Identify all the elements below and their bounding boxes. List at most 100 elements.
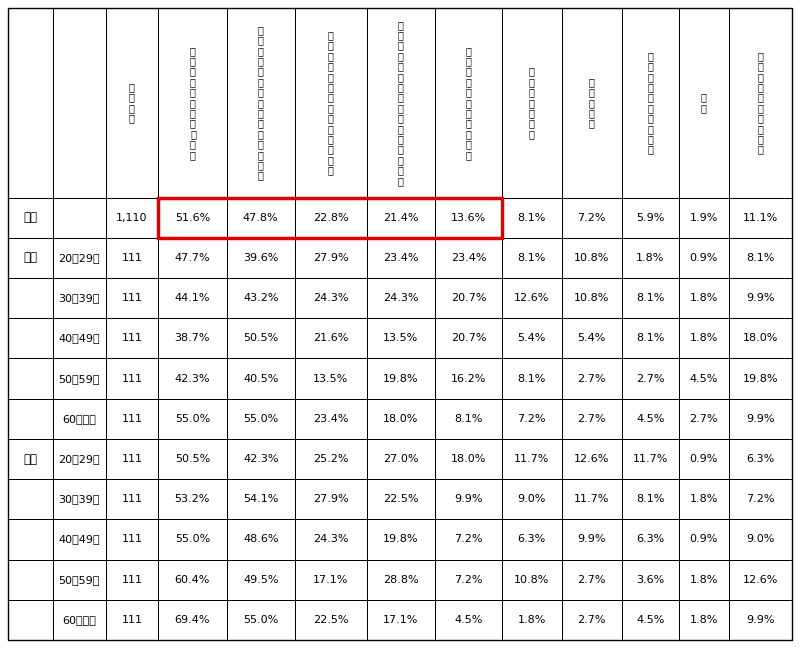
Bar [435, 278, 502, 318]
Text: 18.0%: 18.0% [450, 454, 486, 464]
Text: 24.3%: 24.3% [313, 293, 349, 303]
Bar [502, 358, 562, 399]
Text: 2.7%: 2.7% [636, 374, 665, 384]
Text: 11.7%: 11.7% [514, 454, 550, 464]
Text: 11.1%: 11.1% [742, 213, 778, 223]
Text: 27.0%: 27.0% [383, 454, 418, 464]
Bar [678, 519, 729, 560]
Bar [678, 560, 729, 600]
Text: 39.6%: 39.6% [243, 253, 278, 263]
Bar [502, 238, 562, 278]
Bar [622, 399, 678, 439]
Bar [502, 8, 562, 198]
Bar [435, 399, 502, 439]
Text: 7.2%: 7.2% [578, 213, 606, 223]
Bar [295, 8, 366, 198]
Bar [678, 198, 729, 238]
Text: 40〜49歳: 40〜49歳 [58, 333, 100, 343]
Bar [106, 439, 158, 479]
Text: 22.5%: 22.5% [313, 615, 349, 625]
Text: 60歳以上: 60歳以上 [62, 414, 96, 424]
Bar [562, 358, 622, 399]
Bar [678, 278, 729, 318]
Bar [158, 198, 226, 238]
Text: 17.1%: 17.1% [383, 615, 418, 625]
Text: 49.5%: 49.5% [243, 575, 278, 584]
Bar [729, 238, 792, 278]
Bar [295, 358, 366, 399]
Text: 7.2%: 7.2% [454, 575, 482, 584]
Text: 18.0%: 18.0% [383, 414, 418, 424]
Bar [366, 519, 435, 560]
Bar [622, 278, 678, 318]
Bar [226, 519, 295, 560]
Text: 6.3%: 6.3% [518, 535, 546, 544]
Text: 6.3%: 6.3% [746, 454, 774, 464]
Bar [435, 198, 502, 238]
Text: 1.8%: 1.8% [690, 494, 718, 504]
Text: 13.6%: 13.6% [450, 213, 486, 223]
Bar [562, 238, 622, 278]
Bar [295, 278, 366, 318]
Bar [678, 358, 729, 399]
Text: 23.4%: 23.4% [450, 253, 486, 263]
Bar [295, 600, 366, 640]
Text: ギ
フ
ト
・
ク
ー
ポ
ン
へ
の
引
き
換
え: ギ フ ト ・ ク ー ポ ン へ の 引 き 換 え [328, 30, 334, 176]
Bar [729, 519, 792, 560]
Bar [158, 439, 226, 479]
Bar [562, 198, 622, 238]
Text: 5.4%: 5.4% [578, 333, 606, 343]
Text: 28.8%: 28.8% [383, 575, 418, 584]
Text: 27.9%: 27.9% [313, 253, 349, 263]
Text: 19.8%: 19.8% [383, 374, 418, 384]
Bar [158, 560, 226, 600]
Bar [562, 318, 622, 358]
Bar [502, 439, 562, 479]
Text: 8.1%: 8.1% [636, 494, 665, 504]
Bar [562, 479, 622, 519]
Text: 23.4%: 23.4% [313, 414, 349, 424]
Text: 4.5%: 4.5% [636, 615, 665, 625]
Text: 0.9%: 0.9% [690, 253, 718, 263]
Text: 111: 111 [122, 374, 142, 384]
Text: 17.1%: 17.1% [313, 575, 349, 584]
Text: 44.1%: 44.1% [174, 293, 210, 303]
Text: 7.2%: 7.2% [454, 535, 482, 544]
Text: 1.8%: 1.8% [518, 615, 546, 625]
Text: 20〜29歳: 20〜29歳 [58, 454, 100, 464]
Bar [729, 479, 792, 519]
Bar [295, 399, 366, 439]
Text: 11.7%: 11.7% [574, 494, 610, 504]
Bar [106, 399, 158, 439]
Text: 21.6%: 21.6% [313, 333, 349, 343]
Bar [435, 358, 502, 399]
Bar [106, 358, 158, 399]
Bar [226, 479, 295, 519]
Text: 8.1%: 8.1% [454, 414, 482, 424]
Bar [226, 238, 295, 278]
Bar [366, 8, 435, 198]
Text: 30〜39歳: 30〜39歳 [58, 293, 100, 303]
Text: 43.2%: 43.2% [243, 293, 278, 303]
Bar [53, 479, 106, 519]
Bar [106, 278, 158, 318]
Text: 47.8%: 47.8% [243, 213, 278, 223]
Text: 2.7%: 2.7% [578, 615, 606, 625]
Bar [729, 399, 792, 439]
Text: 111: 111 [122, 575, 142, 584]
Text: 53.2%: 53.2% [174, 494, 210, 504]
Text: 9.9%: 9.9% [746, 293, 774, 303]
Text: 全体: 全体 [23, 211, 38, 224]
Text: 2.7%: 2.7% [578, 374, 606, 384]
Bar [295, 519, 366, 560]
Bar [502, 479, 562, 519]
Bar [622, 479, 678, 519]
Bar [622, 560, 678, 600]
Bar [729, 358, 792, 399]
Text: 電
子
マ
ネ
ー
・
他
ポ
イ
ン
ト
へ
の
交
換: 電 子 マ ネ ー ・ 他 ポ イ ン ト へ の 交 換 [258, 25, 264, 181]
Text: 3.6%: 3.6% [636, 575, 664, 584]
Bar [729, 560, 792, 600]
Bar [106, 198, 158, 238]
Bar [295, 560, 366, 600]
Text: 54.1%: 54.1% [243, 494, 278, 504]
